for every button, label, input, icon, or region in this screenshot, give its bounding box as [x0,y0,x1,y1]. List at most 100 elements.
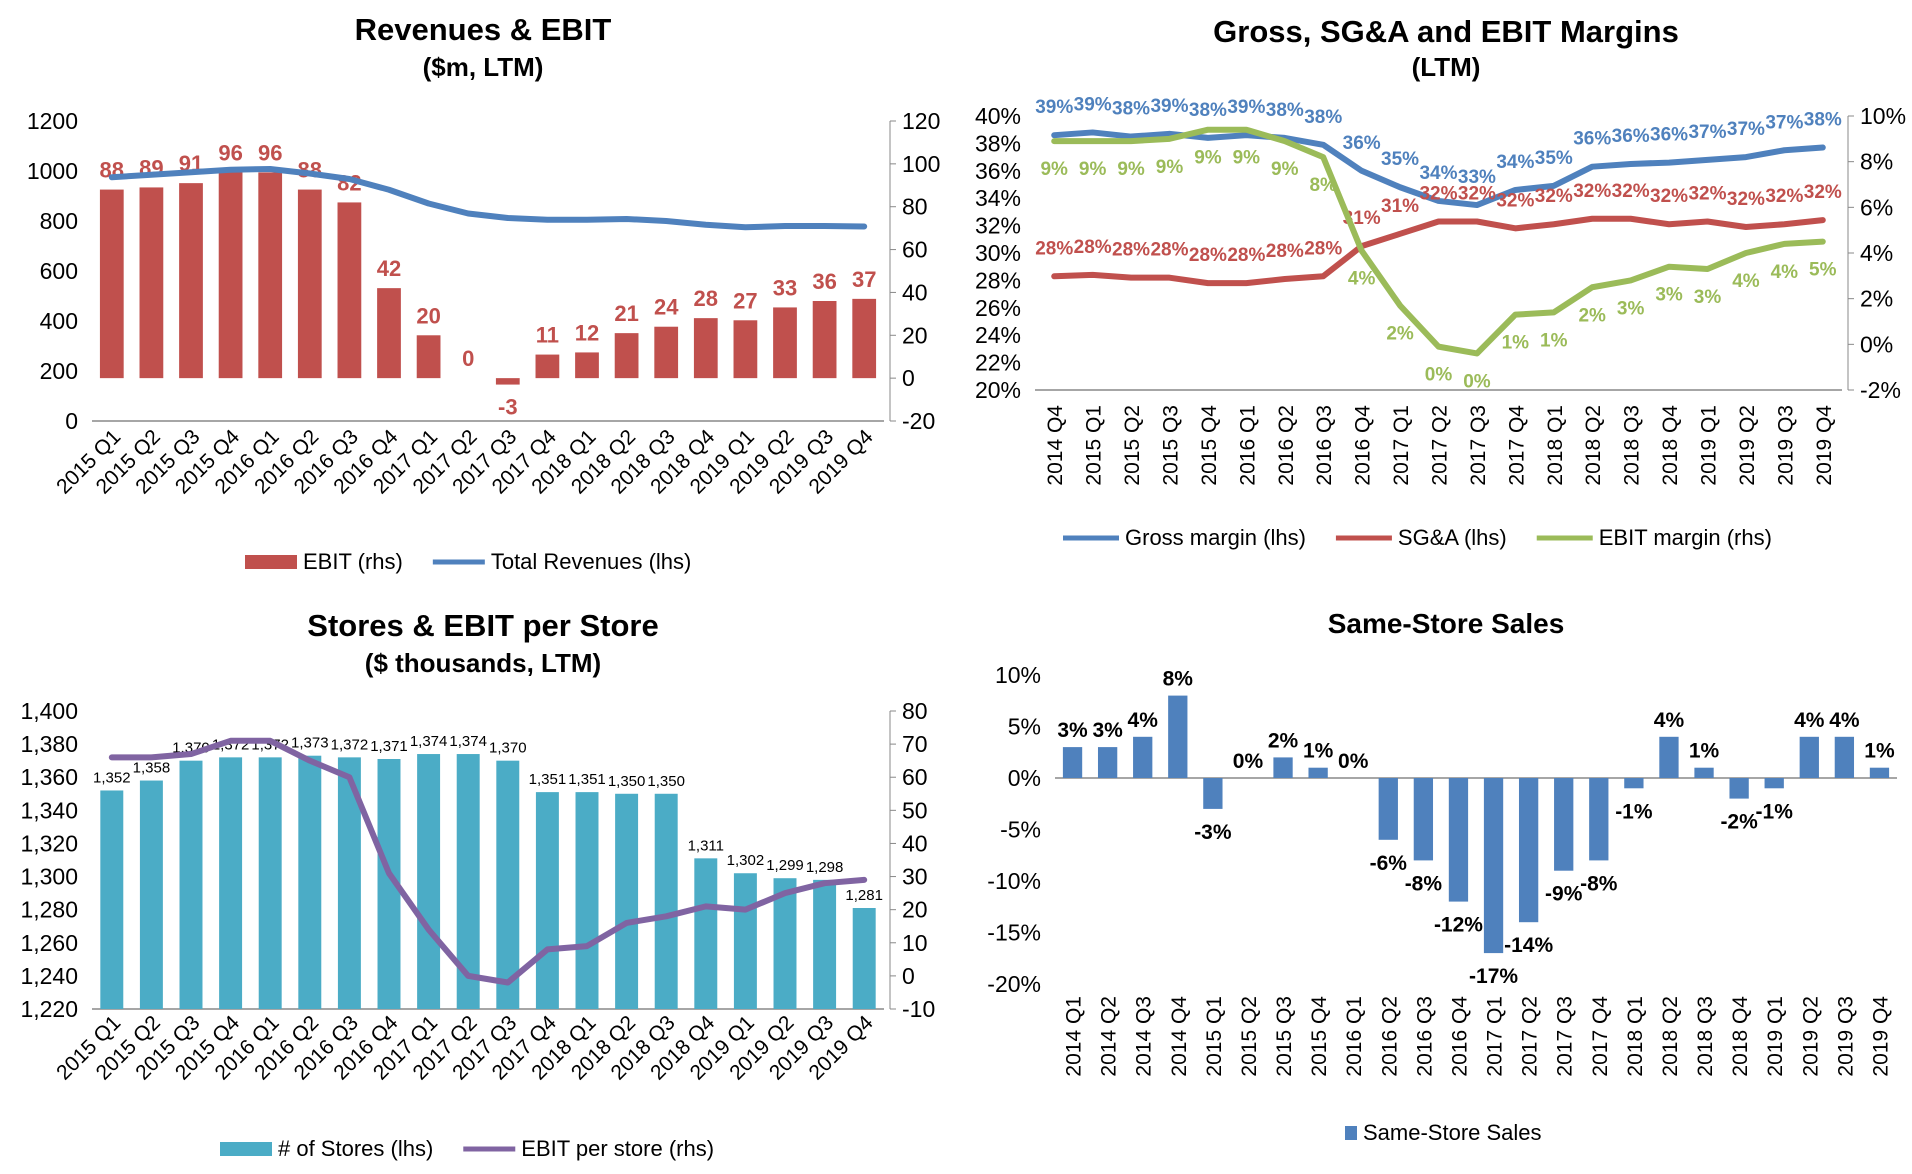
chart1-bar [614,333,639,379]
chart3-bar [298,755,322,1009]
chart1-bar [773,307,797,379]
chart2-data-label: 28% [1227,245,1265,266]
chart1-bar [179,183,203,379]
chart4-x-tick: 2014 Q4 [1168,996,1191,1077]
chart4-bar [1589,778,1609,861]
chart3-left-tick: 1,320 [20,830,78,856]
chart2-x-tick: 2017 Q2 [1429,405,1452,486]
chart3-right-tick: 50 [902,797,928,823]
chart3-data-label: 1,311 [688,837,724,854]
chart1-data-label: 27 [733,288,757,313]
chart2-data-label: 32% [1496,190,1534,211]
chart2-series-line [1051,215,1826,287]
chart3-data-label: 1,350 [647,773,685,790]
chart1-data-label: 96 [218,140,242,165]
chart4-left-tick: -5% [1000,817,1041,843]
chart1-bar [297,189,322,379]
chart4-bar [1168,695,1188,778]
chart3-bar [575,792,599,1009]
chart3-right-tick: 40 [902,830,928,856]
chart3-series-line [108,737,868,986]
chart3-bar [813,879,837,1009]
chart1-left-tick: 1000 [27,158,78,184]
chart2-x-tick: 2015 Q4 [1198,405,1221,486]
chart4-x-tick: 2016 Q2 [1378,996,1401,1077]
chart3-bar [773,878,797,1009]
chart4-x-tick: 2018 Q2 [1659,996,1682,1077]
chart2-data-label: 1% [1540,330,1568,351]
chart4-data-label: 4% [1654,709,1685,732]
chart2-right-tick: 6% [1860,194,1893,220]
chart1-left-tick: 600 [40,258,78,284]
chart2-x-tick: 2014 Q4 [1044,405,1067,486]
chart4-bar [1097,747,1118,778]
chart1-bar [812,301,837,379]
chart1-right-tick: -20 [902,408,935,434]
chart4-data-label: 0% [1233,750,1264,773]
chart3-left-tick: 1,360 [20,764,78,790]
chart4-data-label: 4% [1128,709,1159,732]
chart3-bar [337,757,361,1009]
chart2-data-label: 39% [1074,94,1112,115]
chart2-right-tick: 4% [1860,240,1893,266]
chart3-bar [100,790,124,1009]
chart3-title: Stores & EBIT per Store [307,608,659,643]
chart4-bar [1834,736,1855,778]
chart4-legend-label: Same-Store Sales [1363,1120,1542,1145]
chart3-bar [456,754,480,1009]
chart4-data-label: 4% [1794,709,1825,732]
chart3-left-tick: 1,260 [20,930,78,956]
chart1-right-tick: 120 [902,108,940,134]
chart2-data-label: 35% [1535,148,1573,169]
chart4-x-tick: 2019 Q4 [1869,996,1892,1077]
chart4-data-label: 0% [1338,750,1369,773]
chart1-legend-label: Total Revenues (lhs) [491,549,692,574]
chart4-x-tick: 2015 Q1 [1203,996,1226,1077]
chart1-series-line [108,166,868,231]
chart4-bar [1799,736,1819,778]
chart4-bar [1554,778,1574,871]
chart2-data-label: 37% [1688,122,1726,143]
chart2-data-label: 9% [1194,148,1222,169]
chart2-data-label: 9% [1117,159,1145,180]
chart1-data-label: 20 [416,303,440,328]
chart3-data-label: 1,298 [806,859,844,876]
chart4-x-tick: 2017 Q4 [1589,996,1612,1077]
chart4-left-tick: 0% [1008,765,1041,791]
chart1-title: Revenues & EBIT [354,12,612,47]
chart1-right-tick: 80 [902,194,928,220]
chart4-x-tick: 2019 Q3 [1834,996,1857,1077]
chart2-x-tick: 2015 Q3 [1160,405,1183,486]
chart3-legend-label: EBIT per store (rhs) [521,1136,714,1161]
chart4-left-tick: 10% [995,662,1041,688]
chart4-data-label: -12% [1434,914,1483,937]
chart3-bar [377,759,401,1009]
chart4-bar [1203,778,1223,809]
chart2-data-label: 3% [1694,287,1722,308]
chart1-left-tick: 1200 [27,108,78,134]
chart2-left-tick: 26% [975,295,1021,321]
chart4-data-label: 1% [1864,740,1895,763]
chart4-bar [1869,767,1890,778]
chart4-x-tick: 2018 Q4 [1729,996,1752,1077]
chart2-x-tick: 2016 Q1 [1236,405,1259,486]
chart2-data-label: 34% [1496,152,1534,173]
chart4-left-tick: -20% [987,971,1041,997]
chart2-data-label: 4% [1771,262,1799,283]
chart2-left-tick: 20% [975,377,1021,403]
chart2-data-label: 28% [1189,245,1227,266]
chart2-x-tick: 2018 Q3 [1621,405,1644,486]
chart3-bar [694,858,718,1009]
chart2-left-tick: 34% [975,185,1021,211]
chart2-right-tick: 0% [1860,331,1893,357]
chart2-data-label: 39% [1035,97,1073,118]
chart2-data-label: 5% [1809,260,1837,281]
chart2-x-tick: 2015 Q2 [1121,405,1144,486]
chart3-data-label: 1,281 [845,887,883,904]
chart2-x-tick: 2018 Q1 [1544,405,1567,486]
chart2-data-label: 32% [1419,183,1457,204]
chart2-x-tick: 2019 Q2 [1736,405,1759,486]
chart1-bar [416,335,441,379]
chart2-right-tick: 2% [1860,286,1893,312]
chart4-x-tick: 2016 Q4 [1448,996,1471,1077]
